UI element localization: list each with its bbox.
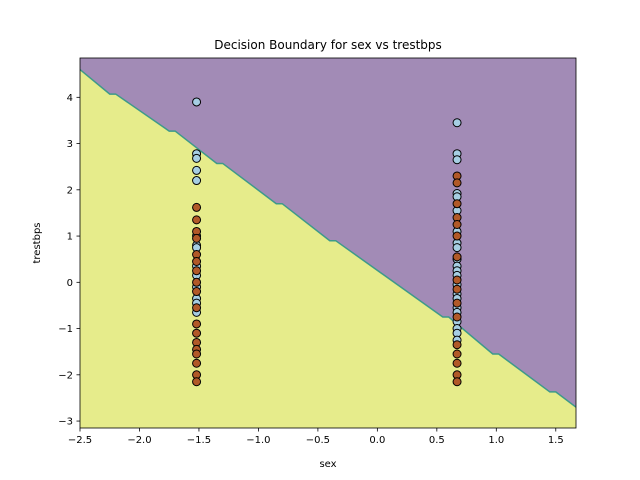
y-tick-label: 1 [67, 232, 73, 243]
x-tick-label: −0.5 [306, 435, 330, 446]
x-tick-label: 0.0 [369, 435, 385, 446]
y-tick-label: −3 [58, 417, 73, 428]
scatter-point [192, 233, 202, 243]
y-tick-label: 4 [67, 93, 73, 104]
scatter-point [192, 277, 202, 287]
y-tick-label: 3 [67, 139, 73, 150]
scatter-point [452, 155, 462, 165]
scatter-point [192, 257, 202, 266]
lower-decision-region [80, 69, 576, 428]
scatter-point [192, 153, 202, 163]
scatter-point [452, 377, 462, 387]
x-tick-label: 1.5 [548, 435, 564, 446]
scatter-point [452, 312, 462, 322]
scatter-point [192, 303, 202, 313]
x-tick-label: −2.0 [127, 435, 151, 446]
x-tick-label: 0.5 [429, 435, 445, 446]
y-tick-label: 2 [67, 185, 73, 196]
scatter-point [192, 319, 202, 329]
x-tick-label: −2.5 [68, 435, 92, 446]
chart-title: Decision Boundary for sex vs trestbps [214, 38, 442, 52]
x-tick-label: −1.0 [246, 435, 270, 446]
x-tick-label: −1.5 [187, 435, 211, 446]
y-axis-ticks: −3 −2 −1 0 1 2 3 4 [58, 93, 80, 428]
y-tick-label: −2 [58, 370, 73, 381]
plot-frame [79, 57, 577, 429]
scatter-point [192, 328, 202, 338]
upper-decision-region [80, 58, 576, 408]
y-tick-label: −1 [58, 324, 73, 335]
scatter-point [452, 199, 462, 209]
scatter-point [452, 284, 462, 294]
scatter-point [452, 298, 462, 308]
scatter-point [192, 97, 202, 107]
scatter-point [452, 275, 462, 285]
y-tick-label: 0 [67, 278, 73, 289]
scatter-point [452, 220, 462, 229]
scatter-point [452, 252, 462, 262]
scatter-point [452, 118, 462, 128]
scatter-point [192, 202, 202, 212]
scatter-point [452, 349, 462, 359]
x-tick-label: 1.0 [488, 435, 504, 446]
scatter-point [192, 377, 202, 387]
scatter-point [452, 358, 462, 368]
scatter-point [192, 176, 202, 186]
decision-boundary-line [80, 68, 576, 408]
scatter-point [452, 178, 462, 188]
scatter-points [192, 97, 462, 387]
scatter-point [192, 349, 202, 359]
scatter-point [192, 266, 202, 276]
scatter-point [192, 215, 202, 225]
scatter-point [452, 231, 462, 241]
y-axis-label: trestbps [32, 222, 43, 263]
x-axis-ticks: −2.5 −2.0 −1.5 −1.0 −0.5 0.0 0.5 1.0 1.5 [68, 428, 564, 446]
scatter-point [452, 340, 462, 350]
scatter-point [192, 358, 202, 368]
scatter-point [192, 165, 202, 175]
x-axis-label: sex [319, 459, 336, 470]
scatter-point [452, 243, 462, 253]
scatter-point [192, 287, 202, 297]
